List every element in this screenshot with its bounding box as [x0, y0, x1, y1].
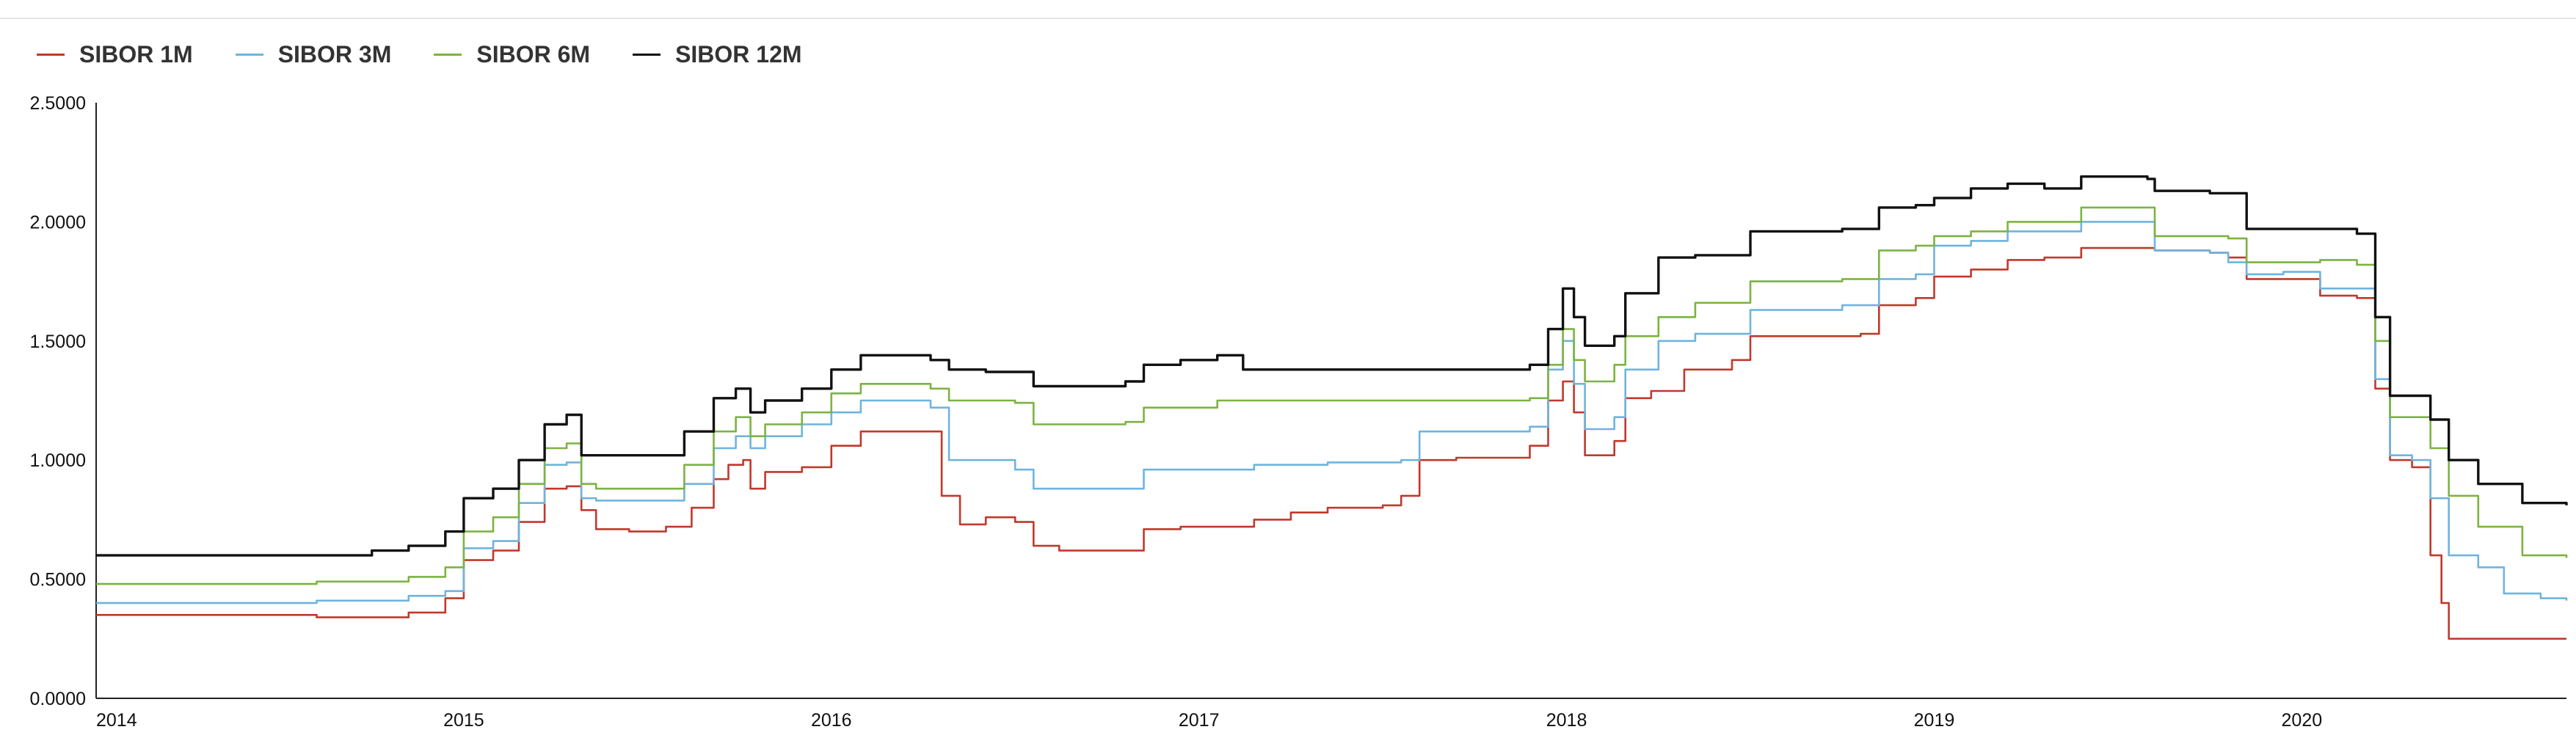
series-line-sibor-3m — [96, 221, 2568, 604]
x-tick-label: 2014 — [96, 710, 137, 731]
legend-swatch-sibor-1m — [37, 54, 65, 56]
legend-label-sibor-6m: SIBOR 6M — [476, 41, 591, 67]
tick-labels: 0.0000 0.5000 1.0000 1.5000 2.0000 2.5000 2014… — [30, 93, 2323, 731]
y-tick-label: 2.5000 — [30, 93, 86, 114]
x-tick-label: 2017 — [1179, 710, 1220, 731]
x-tick-label: 2020 — [2282, 710, 2323, 731]
y-tick-label: 0.0000 — [30, 689, 86, 709]
legend-swatch-sibor-3m — [235, 54, 263, 56]
legend-item-sibor-12m[interactable]: SIBOR 12M — [633, 41, 802, 68]
x-tick-label: 2019 — [1914, 710, 1955, 731]
chart-axes — [95, 103, 2566, 699]
y-tick-label: 2.0000 — [30, 212, 86, 233]
series-line-sibor-12m — [96, 175, 2568, 557]
legend-item-sibor-1m[interactable]: SIBOR 1M — [37, 41, 193, 68]
legend-label-sibor-12m: SIBOR 12M — [675, 41, 802, 67]
x-tick-label: 2018 — [1546, 710, 1587, 731]
y-tick-label: 1.0000 — [30, 450, 86, 471]
top-divider — [0, 18, 2576, 19]
y-tick-label: 0.5000 — [30, 570, 86, 590]
series-line-sibor-6m — [96, 206, 2568, 585]
legend-item-sibor-3m[interactable]: SIBOR 3M — [235, 41, 392, 68]
legend-swatch-sibor-6m — [434, 54, 462, 56]
legend-swatch-sibor-12m — [633, 54, 661, 56]
legend-item-sibor-6m[interactable]: SIBOR 6M — [434, 41, 590, 68]
legend-label-sibor-1m: SIBOR 1M — [79, 41, 193, 67]
x-tick-label: 2015 — [443, 710, 484, 731]
series-line-sibor-1m — [96, 246, 2566, 640]
x-tick-label: 2016 — [811, 710, 852, 731]
y-tick-label: 1.5000 — [30, 332, 86, 352]
legend-label-sibor-3m: SIBOR 3M — [277, 41, 392, 67]
chart-legend: SIBOR 1M SIBOR 3M SIBOR 6M SIBOR 12M — [37, 41, 845, 68]
series-layer — [96, 175, 2568, 640]
